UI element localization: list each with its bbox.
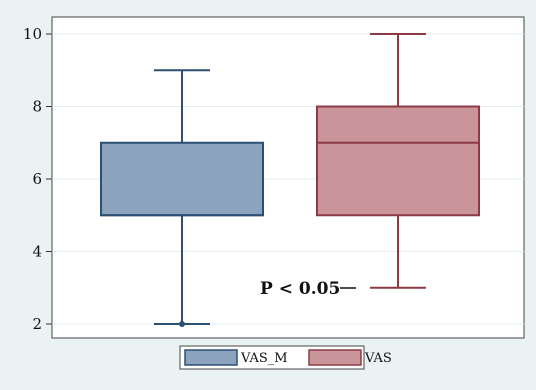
box-vas	[316, 33, 480, 289]
p-value-annotation: P < 0.05	[260, 279, 340, 299]
legend-swatch-vas	[308, 349, 362, 366]
legend-label-vas-m: VAS_M	[240, 351, 288, 366]
y-tick-label-2: 2	[32, 315, 42, 333]
boxes	[100, 33, 480, 327]
y-tick-label-4: 4	[32, 243, 42, 261]
y-tick-label-8: 8	[32, 98, 42, 116]
y-axis: 2 4 6 8 10	[23, 25, 52, 333]
legend-swatch-vas-m	[184, 349, 238, 366]
outlier-point	[179, 321, 185, 327]
iqr-box	[316, 105, 480, 217]
legend-label-vas: VAS	[364, 351, 392, 366]
iqr-box	[100, 141, 264, 217]
box-vas-m	[100, 69, 264, 327]
y-tick-label-10: 10	[23, 25, 42, 43]
legend: VAS_M VAS	[179, 345, 392, 370]
y-tick-label-6: 6	[32, 170, 42, 188]
